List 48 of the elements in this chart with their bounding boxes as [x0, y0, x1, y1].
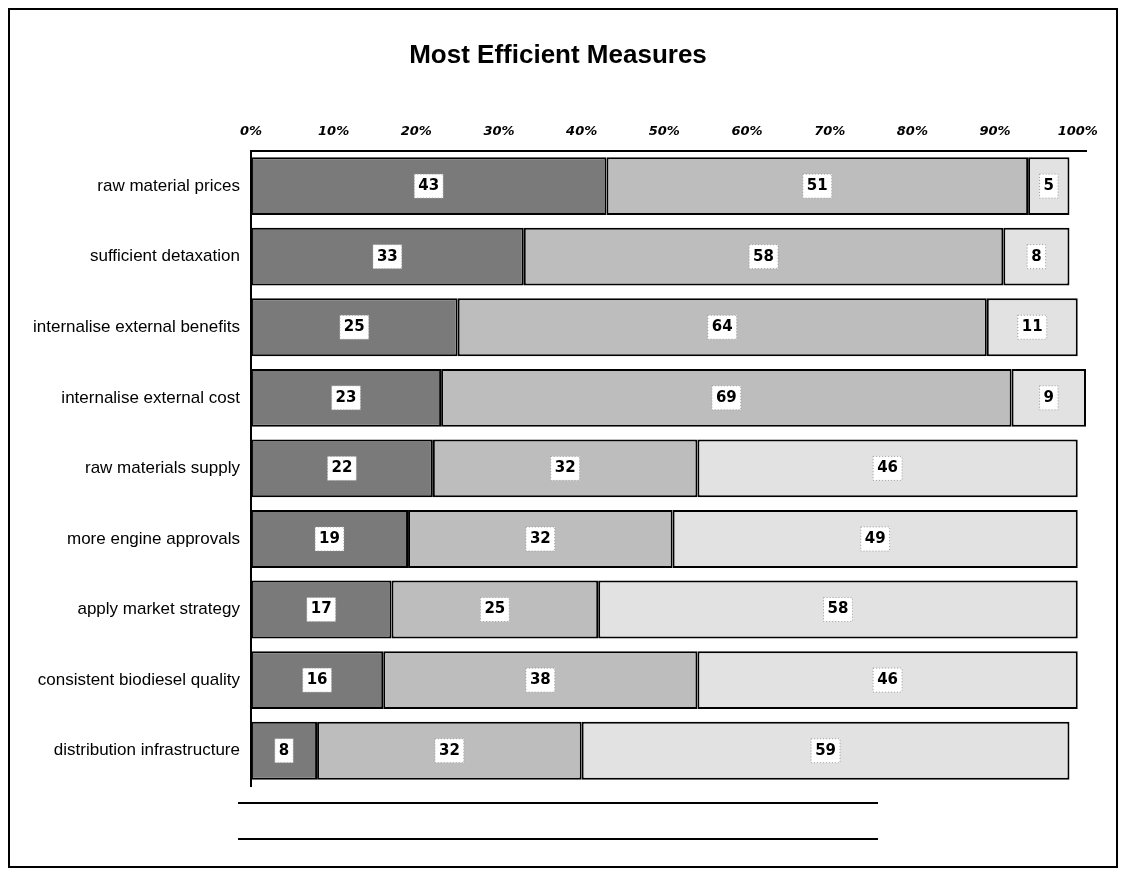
data-label: 8	[1031, 246, 1042, 265]
y-tick-label: more engine approvals	[67, 528, 240, 548]
data-label: 16	[306, 670, 328, 689]
x-tick-label: 10%	[318, 123, 350, 139]
y-tick-label: internalise external benefits	[32, 316, 240, 336]
data-label: 43	[418, 175, 440, 194]
data-label: 22	[331, 458, 353, 477]
data-label: 46	[877, 670, 899, 689]
data-label: 17	[310, 599, 332, 618]
data-label: 58	[827, 599, 849, 618]
y-tick-label: raw material prices	[97, 175, 240, 195]
data-label: 33	[376, 246, 398, 265]
data-label: 23	[335, 387, 357, 406]
data-label: 11	[1021, 317, 1043, 336]
data-label: 38	[529, 670, 551, 689]
x-tick-label: 80%	[896, 123, 928, 139]
data-label: 19	[319, 528, 340, 547]
x-tick-label: 50%	[648, 123, 680, 139]
data-label: 32	[438, 740, 460, 759]
x-tick-label: 70%	[814, 123, 846, 139]
x-tick-label: 90%	[979, 123, 1011, 139]
data-label: 69	[715, 387, 737, 406]
data-label: 58	[753, 246, 774, 265]
data-label: 32	[529, 528, 551, 547]
y-tick-label: apply market strategy	[77, 599, 241, 619]
x-tick-label: 60%	[731, 123, 763, 139]
data-label: 49	[864, 528, 886, 547]
data-label: 46	[877, 458, 899, 477]
data-label: 51	[806, 175, 828, 194]
data-label: 32	[554, 458, 576, 477]
data-label: 25	[484, 599, 506, 618]
data-label: 25	[343, 317, 365, 336]
x-tick-label: 0%	[239, 123, 262, 139]
y-tick-label: raw materials supply	[85, 458, 241, 478]
y-tick-label: sufficient detaxation	[89, 246, 240, 266]
x-tick-label: 30%	[483, 123, 515, 139]
data-label: 8	[278, 740, 290, 759]
x-tick-label: 100%	[1057, 123, 1098, 139]
x-tick-label: 40%	[565, 123, 598, 139]
data-label: 64	[711, 317, 733, 336]
y-tick-label: internalise external cost	[61, 387, 241, 407]
x-tick-label: 20%	[400, 123, 432, 139]
data-label: 59	[815, 740, 836, 759]
y-tick-label: consistent biodiesel quality	[37, 669, 241, 689]
y-tick-label: distribution infrastructure	[53, 740, 240, 760]
data-label: 5	[1043, 175, 1055, 194]
data-label: 9	[1043, 387, 1055, 406]
chart-title: Most Efficient Measures	[409, 38, 707, 69]
